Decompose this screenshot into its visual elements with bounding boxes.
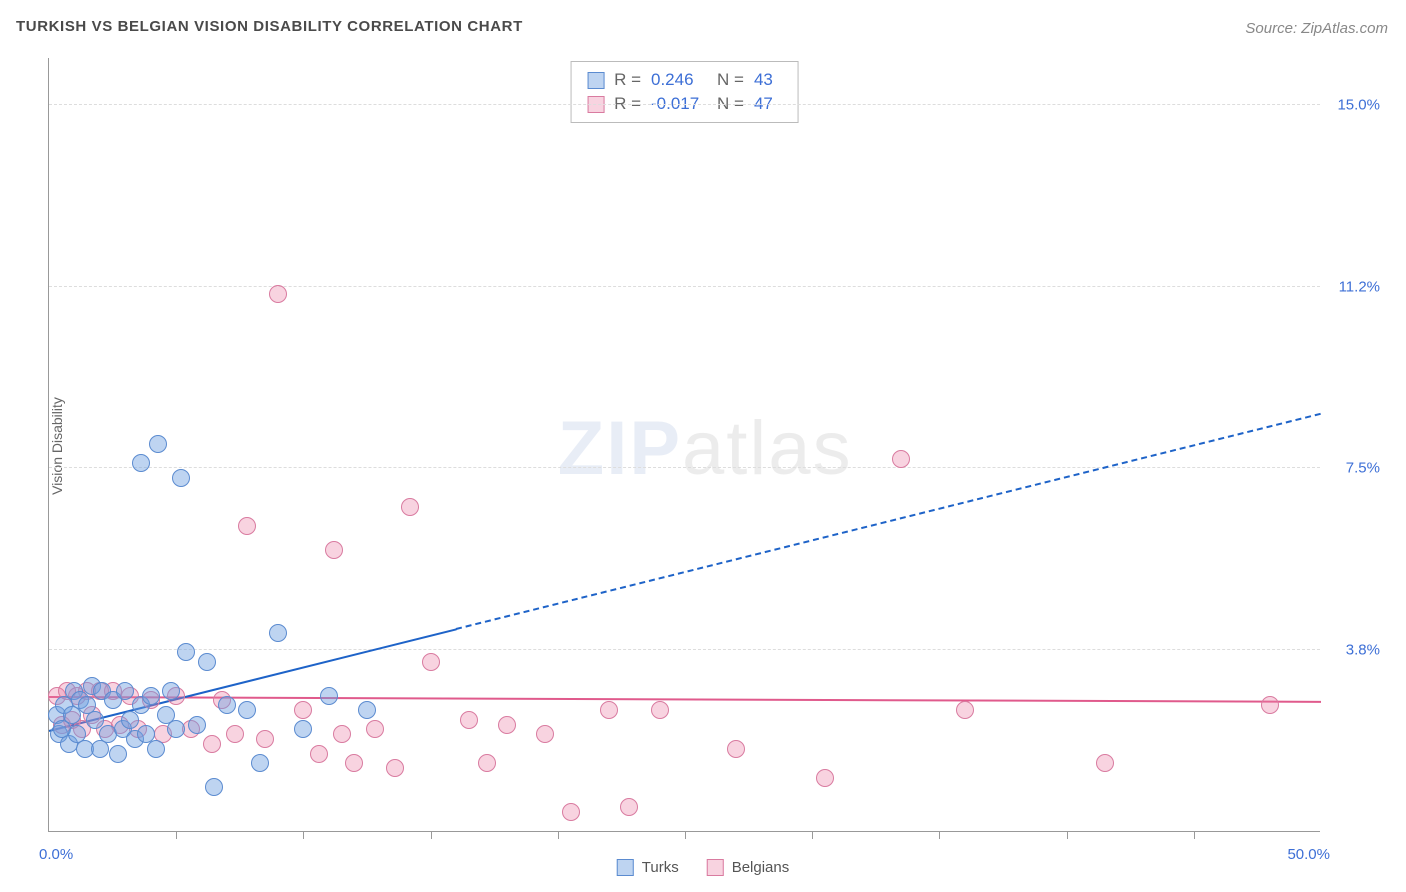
x-tick	[303, 831, 304, 839]
marker-turks	[358, 701, 376, 719]
y-tick-label: 11.2%	[1339, 278, 1380, 295]
marker-turks	[167, 720, 185, 738]
marker-belgians	[478, 754, 496, 772]
marker-belgians	[892, 450, 910, 468]
marker-belgians	[498, 716, 516, 734]
marker-belgians	[816, 769, 834, 787]
legend-label-belgians: Belgians	[732, 859, 790, 876]
x-tick	[1067, 831, 1068, 839]
trendline-belgians	[49, 696, 1321, 703]
marker-belgians	[386, 759, 404, 777]
stat-r-label: R =	[614, 70, 641, 90]
x-tick	[431, 831, 432, 839]
x-axis-min-label: 0.0%	[39, 846, 73, 863]
source-name: ZipAtlas.com	[1301, 20, 1388, 37]
marker-turks	[188, 716, 206, 734]
marker-belgians	[562, 803, 580, 821]
marker-turks	[294, 720, 312, 738]
marker-belgians	[620, 798, 638, 816]
marker-belgians	[366, 720, 384, 738]
x-tick	[939, 831, 940, 839]
marker-turks	[251, 754, 269, 772]
marker-belgians	[256, 730, 274, 748]
marker-turks	[142, 687, 160, 705]
chart-title: TURKISH VS BELGIAN VISION DISABILITY COR…	[16, 18, 523, 35]
x-axis-max-label: 50.0%	[1287, 846, 1330, 863]
swatch-turks	[587, 72, 604, 89]
marker-turks	[149, 435, 167, 453]
stat-n-turks: 43	[754, 70, 782, 90]
marker-belgians	[600, 701, 618, 719]
bottom-legend: Turks Belgians	[617, 859, 790, 876]
legend-item-turks: Turks	[617, 859, 679, 876]
legend-swatch-turks	[617, 859, 634, 876]
marker-belgians	[294, 701, 312, 719]
marker-belgians	[651, 701, 669, 719]
marker-turks	[132, 454, 150, 472]
gridline	[49, 467, 1320, 468]
plot-area: ZIPatlas R = 0.246 N = 43 R = -0.017 N =…	[48, 58, 1320, 832]
trendline-turks-dashed	[456, 413, 1321, 630]
marker-turks	[116, 682, 134, 700]
marker-belgians	[1261, 696, 1279, 714]
x-tick	[685, 831, 686, 839]
stat-n-label: N =	[717, 70, 744, 90]
marker-turks	[218, 696, 236, 714]
x-tick	[176, 831, 177, 839]
marker-turks	[320, 687, 338, 705]
marker-belgians	[333, 725, 351, 743]
stats-row-turks: R = 0.246 N = 43	[583, 68, 786, 92]
x-tick	[558, 831, 559, 839]
y-tick-label: 7.5%	[1346, 460, 1380, 477]
marker-turks	[109, 745, 127, 763]
watermark-light: atlas	[682, 406, 853, 491]
marker-belgians	[345, 754, 363, 772]
y-tick-label: 15.0%	[1337, 97, 1380, 114]
gridline	[49, 104, 1320, 105]
marker-turks	[238, 701, 256, 719]
marker-belgians	[325, 541, 343, 559]
marker-turks	[172, 469, 190, 487]
marker-belgians	[310, 745, 328, 763]
marker-belgians	[401, 498, 419, 516]
marker-belgians	[269, 285, 287, 303]
marker-belgians	[727, 740, 745, 758]
marker-belgians	[422, 653, 440, 671]
marker-turks	[162, 682, 180, 700]
marker-belgians	[460, 711, 478, 729]
marker-turks	[147, 740, 165, 758]
marker-turks	[269, 624, 287, 642]
source-prefix: Source:	[1245, 20, 1301, 37]
marker-belgians	[1096, 754, 1114, 772]
marker-turks	[86, 711, 104, 729]
marker-turks	[177, 643, 195, 661]
gridline	[49, 649, 1320, 650]
x-tick	[812, 831, 813, 839]
legend-label-turks: Turks	[642, 859, 679, 876]
marker-belgians	[226, 725, 244, 743]
marker-belgians	[238, 517, 256, 535]
marker-belgians	[956, 701, 974, 719]
watermark: ZIPatlas	[558, 405, 853, 492]
marker-belgians	[203, 735, 221, 753]
source-attribution: Source: ZipAtlas.com	[1245, 20, 1388, 37]
marker-belgians	[536, 725, 554, 743]
stats-legend-box: R = 0.246 N = 43 R = -0.017 N = 47	[570, 61, 799, 123]
watermark-bold: ZIP	[558, 406, 682, 491]
chart-container: TURKISH VS BELGIAN VISION DISABILITY COR…	[0, 0, 1406, 892]
legend-swatch-belgians	[707, 859, 724, 876]
x-tick	[1194, 831, 1195, 839]
stat-r-turks: 0.246	[651, 70, 707, 90]
marker-turks	[198, 653, 216, 671]
marker-turks	[205, 778, 223, 796]
legend-item-belgians: Belgians	[707, 859, 790, 876]
gridline	[49, 286, 1320, 287]
y-tick-label: 3.8%	[1346, 641, 1380, 658]
